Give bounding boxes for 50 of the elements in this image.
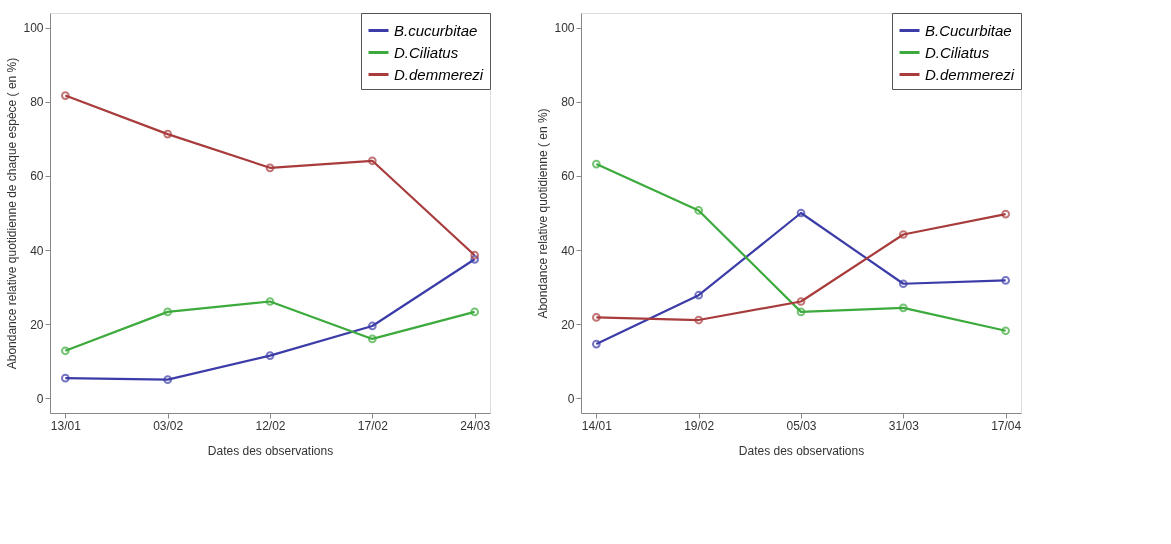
point — [265, 351, 275, 360]
point — [898, 303, 908, 313]
point — [265, 163, 275, 173]
point — [796, 297, 806, 306]
y-tick-label: 20 — [30, 317, 44, 332]
y-axis-title: Abondance relative quotidienne ( en %) — [536, 108, 551, 319]
point — [163, 129, 173, 139]
point — [898, 279, 908, 289]
legend-label: D.Ciliatus — [925, 43, 990, 61]
point — [163, 307, 173, 317]
y-tick-label: 80 — [561, 95, 575, 110]
point — [694, 315, 704, 325]
legend-label: D.Ciliatus — [394, 43, 459, 61]
point — [265, 297, 275, 306]
y-tick-label: 0 — [36, 391, 44, 406]
y-tick-label: 40 — [561, 243, 575, 258]
y-tick-label: 40 — [30, 243, 44, 258]
x-axis-title: Dates des observations — [207, 443, 334, 458]
point — [898, 230, 908, 239]
point — [694, 290, 704, 300]
point — [796, 208, 806, 218]
y-tick-label: 60 — [30, 169, 44, 184]
point — [796, 307, 806, 317]
x-tick-label: 24/03 — [460, 418, 491, 433]
x-tick-label: 05/03 — [786, 418, 817, 433]
y-tick-label: 60 — [561, 169, 575, 184]
y-tick-label: 0 — [567, 391, 575, 406]
x-tick-label: 17/02 — [357, 418, 389, 433]
legend-label: B.cucurbitae — [394, 21, 478, 39]
y-tick-label: 100 — [554, 21, 575, 36]
x-axis-title: Dates des observations — [738, 443, 865, 458]
y-tick-label: 20 — [561, 317, 575, 332]
x-tick-label: 17/04 — [991, 418, 1022, 433]
x-tick-label: 12/02 — [255, 418, 286, 433]
y-tick-label: 100 — [23, 21, 44, 36]
x-tick-label: 19/02 — [684, 418, 715, 433]
x-tick-label: 14/01 — [581, 418, 613, 433]
x-tick-label: 31/03 — [888, 418, 920, 433]
legend-label: B.Cucurbitae — [925, 21, 1012, 39]
y-tick-label: 80 — [30, 95, 44, 110]
y-axis-title: Abondance relative quotidienne de chaque espèce ( en %) — [5, 57, 20, 370]
point — [163, 375, 173, 385]
point — [694, 206, 704, 215]
x-tick-label: 03/02 — [153, 418, 184, 433]
point — [367, 334, 377, 344]
legend-label: D.demmerezi — [394, 65, 484, 83]
x-tick-label: 13/01 — [50, 418, 82, 433]
point — [367, 156, 377, 166]
legend-label: D.demmerezi — [925, 65, 1015, 83]
point — [367, 321, 377, 331]
